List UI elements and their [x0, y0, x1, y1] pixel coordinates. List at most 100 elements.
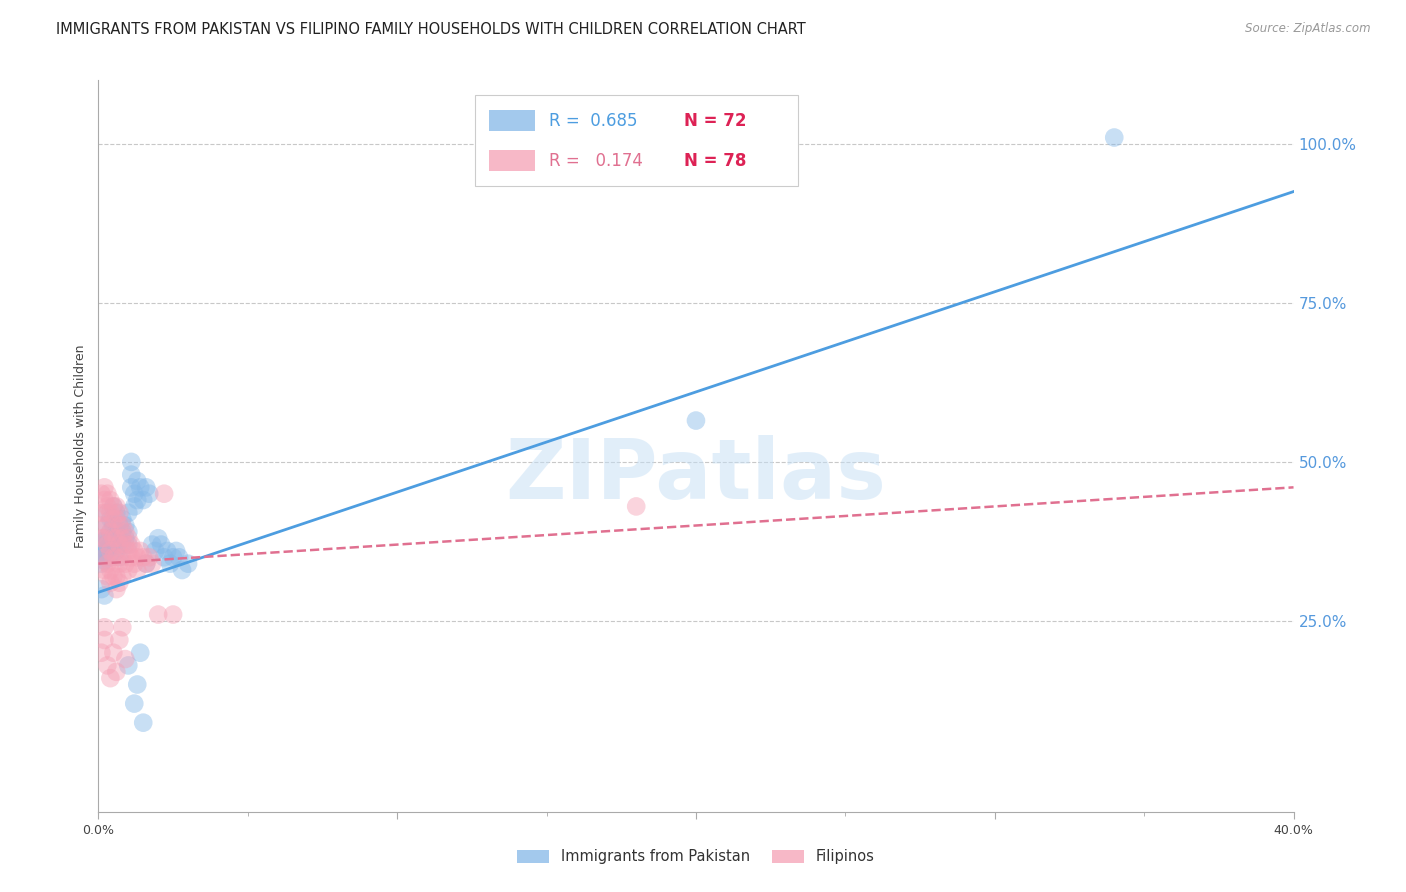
- Point: [162, 607, 184, 622]
- Point: [108, 506, 131, 520]
- Point: [98, 538, 122, 552]
- Point: [96, 518, 118, 533]
- Point: [90, 544, 112, 558]
- Point: [120, 538, 142, 552]
- Point: [90, 518, 112, 533]
- Point: [98, 544, 122, 558]
- Point: [98, 524, 122, 539]
- Point: [114, 524, 136, 539]
- Point: [626, 500, 648, 514]
- Text: N = 72: N = 72: [685, 112, 747, 129]
- Point: [135, 480, 157, 494]
- Point: [93, 538, 115, 552]
- Point: [114, 538, 136, 552]
- Point: [114, 652, 136, 666]
- Point: [93, 589, 115, 603]
- Point: [103, 500, 125, 514]
- Point: [153, 486, 176, 500]
- Point: [108, 632, 131, 647]
- Point: [105, 550, 128, 565]
- Point: [103, 531, 125, 545]
- Point: [93, 553, 115, 567]
- Point: [114, 557, 136, 571]
- Point: [105, 665, 128, 679]
- Text: N = 78: N = 78: [685, 152, 747, 169]
- Point: [98, 524, 122, 539]
- Point: [132, 493, 155, 508]
- Point: [127, 677, 149, 691]
- Point: [103, 500, 125, 514]
- Point: [117, 524, 139, 539]
- Point: [105, 582, 128, 596]
- Point: [96, 500, 118, 514]
- Point: [105, 544, 128, 558]
- Point: [90, 547, 112, 561]
- Point: [117, 538, 139, 552]
- Point: [103, 569, 125, 583]
- Point: [127, 550, 149, 565]
- Point: [120, 480, 142, 494]
- Point: [117, 506, 139, 520]
- Point: [135, 557, 157, 571]
- Point: [162, 550, 184, 565]
- Point: [124, 544, 146, 558]
- Point: [120, 467, 142, 482]
- Point: [120, 550, 142, 565]
- Point: [127, 563, 149, 577]
- Point: [103, 550, 125, 565]
- Point: [172, 563, 194, 577]
- Point: [96, 506, 118, 520]
- Point: [124, 557, 146, 571]
- Point: [117, 544, 139, 558]
- Point: [105, 500, 128, 514]
- Point: [177, 557, 200, 571]
- Point: [138, 550, 160, 565]
- Point: [98, 506, 122, 520]
- Point: [111, 518, 134, 533]
- Point: [117, 531, 139, 545]
- Point: [93, 632, 115, 647]
- Point: [141, 557, 163, 571]
- Point: [103, 538, 125, 552]
- Point: [111, 620, 134, 634]
- Point: [105, 569, 128, 583]
- Point: [93, 493, 115, 508]
- Point: [114, 531, 136, 545]
- Point: [129, 480, 152, 494]
- Point: [111, 512, 134, 526]
- Point: [117, 563, 139, 577]
- Point: [159, 557, 181, 571]
- Point: [96, 518, 118, 533]
- Point: [103, 512, 125, 526]
- Y-axis label: Family Households with Children: Family Households with Children: [75, 344, 87, 548]
- Point: [138, 486, 160, 500]
- Text: Source: ZipAtlas.com: Source: ZipAtlas.com: [1246, 22, 1371, 36]
- Point: [108, 518, 131, 533]
- Point: [114, 518, 136, 533]
- Point: [90, 486, 112, 500]
- Point: [93, 550, 115, 565]
- Point: [165, 544, 187, 558]
- Point: [93, 563, 115, 577]
- Legend: Immigrants from Pakistan, Filipinos: Immigrants from Pakistan, Filipinos: [512, 844, 880, 871]
- Point: [93, 531, 115, 545]
- Point: [96, 486, 118, 500]
- Point: [685, 413, 707, 427]
- Point: [108, 538, 131, 552]
- Point: [153, 550, 176, 565]
- Point: [90, 531, 112, 545]
- Point: [132, 715, 155, 730]
- Bar: [489, 151, 534, 171]
- Point: [135, 557, 157, 571]
- Point: [120, 455, 142, 469]
- Text: R =  0.685: R = 0.685: [548, 112, 637, 129]
- Point: [124, 697, 146, 711]
- Point: [111, 531, 134, 545]
- Bar: [475, 95, 797, 186]
- Point: [105, 506, 128, 520]
- Point: [93, 531, 115, 545]
- Point: [108, 518, 131, 533]
- Text: ZIPatlas: ZIPatlas: [506, 434, 886, 516]
- Point: [96, 658, 118, 673]
- Point: [98, 671, 122, 685]
